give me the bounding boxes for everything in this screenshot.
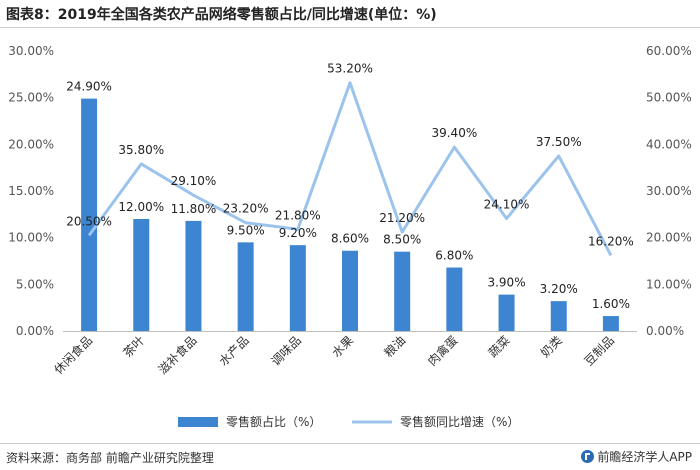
legend-line-label: 零售额同比增速（%）: [400, 414, 519, 429]
legend-bar-swatch: [178, 417, 218, 427]
category-label: 粮油: [381, 333, 409, 361]
line-data-label: 53.20%: [327, 62, 373, 76]
bar: [394, 251, 411, 331]
brand-text: 前瞻经济学人APP: [597, 450, 692, 464]
category-label: 豆制品: [582, 333, 617, 368]
category-label: 休闲食品: [51, 333, 96, 378]
bar-data-label: 24.90%: [66, 80, 112, 94]
line-data-label: 21.80%: [275, 208, 321, 222]
title-divider: [0, 27, 700, 28]
bar: [237, 242, 254, 331]
bar: [446, 267, 463, 331]
bar: [81, 98, 98, 331]
y-right-tick-label: 50.00%: [646, 91, 692, 105]
y-right-tick-label: 30.00%: [646, 184, 692, 198]
bar: [342, 250, 358, 331]
y-left-tick-label: 0.00%: [16, 324, 54, 338]
y-right-tick-label: 60.00%: [646, 44, 692, 58]
y-right-tick-label: 10.00%: [646, 277, 692, 291]
bar-data-label: 9.50%: [227, 223, 265, 237]
bar: [498, 294, 515, 331]
y-left-tick-label: 5.00%: [16, 277, 54, 291]
bar: [133, 219, 150, 331]
category-label: 茶叶: [120, 333, 148, 361]
bar-data-label: 9.20%: [279, 226, 317, 240]
bar-data-label: 11.80%: [171, 202, 217, 216]
bar: [550, 301, 567, 331]
brand: 前瞻经济学人APP: [581, 448, 692, 465]
legend-bar-label: 零售额占比（%）: [226, 414, 321, 429]
line-data-label: 20.50%: [66, 214, 112, 228]
y-right-tick-label: 0.00%: [646, 324, 684, 338]
bar-data-label: 3.90%: [487, 276, 525, 290]
y-left-tick-label: 20.00%: [8, 137, 54, 151]
source-note: 资料来源：商务部 前瞻产业研究院整理: [6, 451, 214, 465]
line-data-label: 35.80%: [118, 143, 164, 157]
chart-title: 图表8：2019年全国各类农产品网络零售额占比/同比增速(单位：%): [6, 7, 437, 23]
category-label: 奶类: [538, 333, 565, 360]
category-label: 滋补食品: [155, 333, 200, 378]
category-label: 水果: [329, 333, 356, 360]
y-right-tick-label: 20.00%: [646, 231, 692, 245]
bar-data-label: 12.00%: [118, 200, 164, 214]
line-data-label: 16.20%: [588, 234, 634, 248]
line-data-label: 37.50%: [536, 135, 582, 149]
y-left-tick-label: 25.00%: [8, 91, 54, 105]
bar-data-label: 8.60%: [331, 232, 369, 246]
bar-data-label: 1.60%: [592, 297, 630, 311]
brand-logo-icon: [581, 450, 595, 463]
bar-data-label: 6.80%: [435, 249, 473, 263]
y-left-tick-label: 30.00%: [8, 44, 54, 58]
bar: [289, 245, 306, 331]
category-label: 调味品: [269, 333, 304, 368]
category-label: 水产品: [216, 333, 251, 368]
line-data-label: 39.40%: [431, 126, 477, 140]
line-data-label: 24.10%: [484, 198, 530, 212]
bar: [185, 220, 202, 331]
growth-line: [87, 81, 613, 257]
y-left-tick-label: 10.00%: [8, 231, 54, 245]
footer-divider: [0, 443, 700, 444]
y-left-tick-label: 15.00%: [8, 184, 54, 198]
line-data-label: 23.20%: [223, 202, 269, 216]
category-label: 蔬菜: [486, 333, 513, 360]
line-data-label: 29.10%: [171, 174, 217, 188]
y-right-tick-label: 40.00%: [646, 137, 692, 151]
bar-data-label: 3.20%: [540, 282, 578, 296]
line-data-label: 21.20%: [379, 211, 425, 225]
category-label: 肉禽蛋: [424, 333, 460, 369]
bar-data-label: 8.50%: [383, 233, 421, 247]
bar: [602, 316, 619, 331]
